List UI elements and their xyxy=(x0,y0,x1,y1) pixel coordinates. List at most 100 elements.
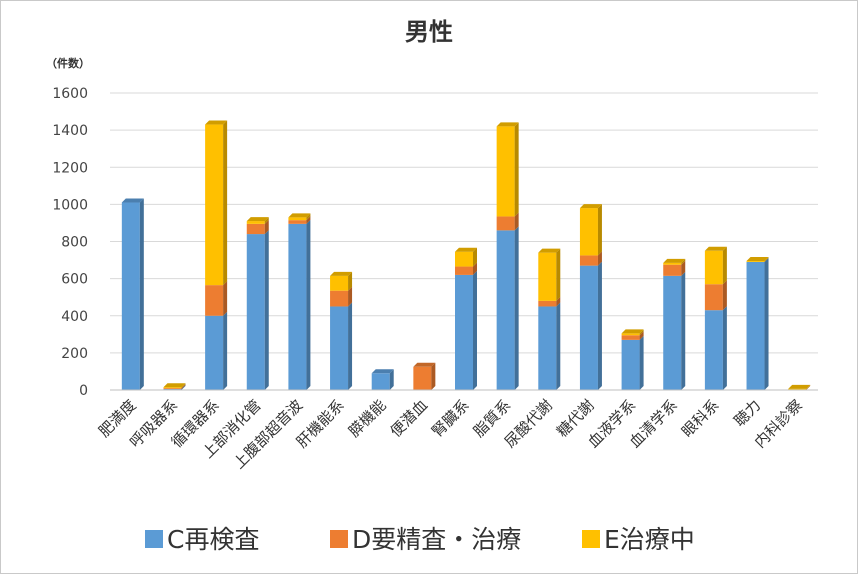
bar-segment xyxy=(288,217,307,221)
y-tick-label: 1600 xyxy=(52,86,88,102)
bar-segment xyxy=(246,234,265,390)
bar-segment-side xyxy=(348,302,353,390)
bar-segment-side xyxy=(806,385,811,390)
bar-segment-side xyxy=(306,213,311,221)
bar-segment xyxy=(288,220,307,224)
bar-top-face xyxy=(413,362,436,367)
bar-top-face xyxy=(246,217,269,222)
bar-segment xyxy=(663,264,682,276)
bar-top-face xyxy=(496,122,519,127)
bar-segment-side xyxy=(597,261,602,390)
bar-segment xyxy=(579,255,598,266)
bar-segment xyxy=(496,216,515,231)
bar-top-face xyxy=(538,248,561,253)
bar-segment xyxy=(455,274,473,390)
bar-segment-side xyxy=(597,204,602,256)
y-tick-label: 200 xyxy=(61,346,88,362)
bar-segment xyxy=(288,223,307,390)
bar-segment xyxy=(663,275,682,390)
bar-top-face xyxy=(621,329,644,334)
bar-segment-side xyxy=(181,384,186,390)
bar-segment-side xyxy=(264,219,269,235)
legend-label: D要精査・治療 xyxy=(352,525,521,554)
bars xyxy=(121,120,811,390)
bar-segment xyxy=(413,366,432,390)
bar-segment-side xyxy=(473,270,477,390)
bar-segment-side xyxy=(681,258,686,265)
bar-segment-side xyxy=(514,122,519,217)
bar-segment-side xyxy=(306,216,311,224)
x-category-label: 膵機能 xyxy=(345,396,390,441)
y-tick-label: 0 xyxy=(79,383,88,399)
bar-top-face xyxy=(663,258,686,263)
bar-segment xyxy=(704,250,723,285)
bar-segment-side xyxy=(639,331,644,340)
y-axis-unit-label: （件数） xyxy=(46,56,90,70)
bar-segment xyxy=(205,124,224,286)
bar-segment-side xyxy=(681,271,686,390)
bar-segment xyxy=(121,202,140,390)
bar-segment xyxy=(538,300,557,307)
bar-segment-side xyxy=(264,217,269,224)
bar-top-face xyxy=(330,271,353,276)
bar-segment-side xyxy=(681,260,686,276)
bar-segment-side xyxy=(514,212,519,231)
x-category-label: 腎臓系 xyxy=(428,396,473,441)
bar-segment xyxy=(704,310,723,390)
legend-label: E治療中 xyxy=(604,525,695,554)
y-tick-label: 400 xyxy=(61,309,88,325)
bar-segment-side xyxy=(514,226,519,390)
bar-segment-side xyxy=(639,335,644,390)
bar-segment xyxy=(496,126,515,217)
bar-segment xyxy=(330,275,349,291)
bar-segment-side xyxy=(556,302,561,390)
y-tick-label: 600 xyxy=(61,272,88,288)
legend-swatch xyxy=(582,530,600,548)
bar-segment-side xyxy=(348,286,353,307)
bar-segment xyxy=(621,333,640,336)
x-category-label: 便潜血 xyxy=(387,396,432,441)
bar-segment xyxy=(205,285,224,316)
bar-segment xyxy=(704,284,723,311)
bar-segment-side xyxy=(306,219,311,390)
bar-segment-side xyxy=(722,280,727,311)
bar-segment xyxy=(246,223,265,235)
bar-segment-side xyxy=(722,246,727,285)
bar-segment xyxy=(746,260,765,262)
bar-segment-side xyxy=(639,329,644,336)
bar-segment xyxy=(579,265,598,390)
y-tick-label: 1400 xyxy=(52,123,88,139)
bar-segment-side xyxy=(764,257,769,390)
bar-segment xyxy=(538,306,557,390)
bar-segment-side xyxy=(348,271,353,291)
bar-segment-side xyxy=(181,385,186,390)
bar-segment xyxy=(163,387,182,389)
legend-swatch xyxy=(330,530,348,548)
bar-segment xyxy=(455,251,473,267)
bar-segment-side xyxy=(597,251,602,266)
bar-segment xyxy=(246,221,265,224)
bar-segment-side xyxy=(722,306,727,390)
bar-segment xyxy=(621,335,640,340)
bar-segment xyxy=(579,208,598,256)
bar-segment-side xyxy=(264,230,269,390)
bar-segment xyxy=(621,339,640,390)
bar-segment xyxy=(163,388,182,390)
bar-top-face xyxy=(205,120,228,125)
bar-top-face xyxy=(121,198,144,203)
legend-label: C再検査 xyxy=(167,525,259,554)
bar-top-face xyxy=(371,369,394,374)
bar-segment-side xyxy=(556,248,561,301)
bar-segment xyxy=(663,262,682,265)
bar-segment-side xyxy=(389,369,394,390)
bar-segment-side xyxy=(473,247,477,267)
bar-segment-side xyxy=(764,256,769,262)
bar-segment-side xyxy=(139,198,144,390)
y-axis-ticks: 0 200 400 600 800 1000 1200 1400 1600 xyxy=(52,86,88,399)
bar-segment-side xyxy=(223,120,228,286)
bar-segment-side xyxy=(223,311,228,390)
bar-top-face xyxy=(704,246,727,251)
bar-top-face xyxy=(746,256,769,261)
bar-segment-side xyxy=(806,384,811,390)
